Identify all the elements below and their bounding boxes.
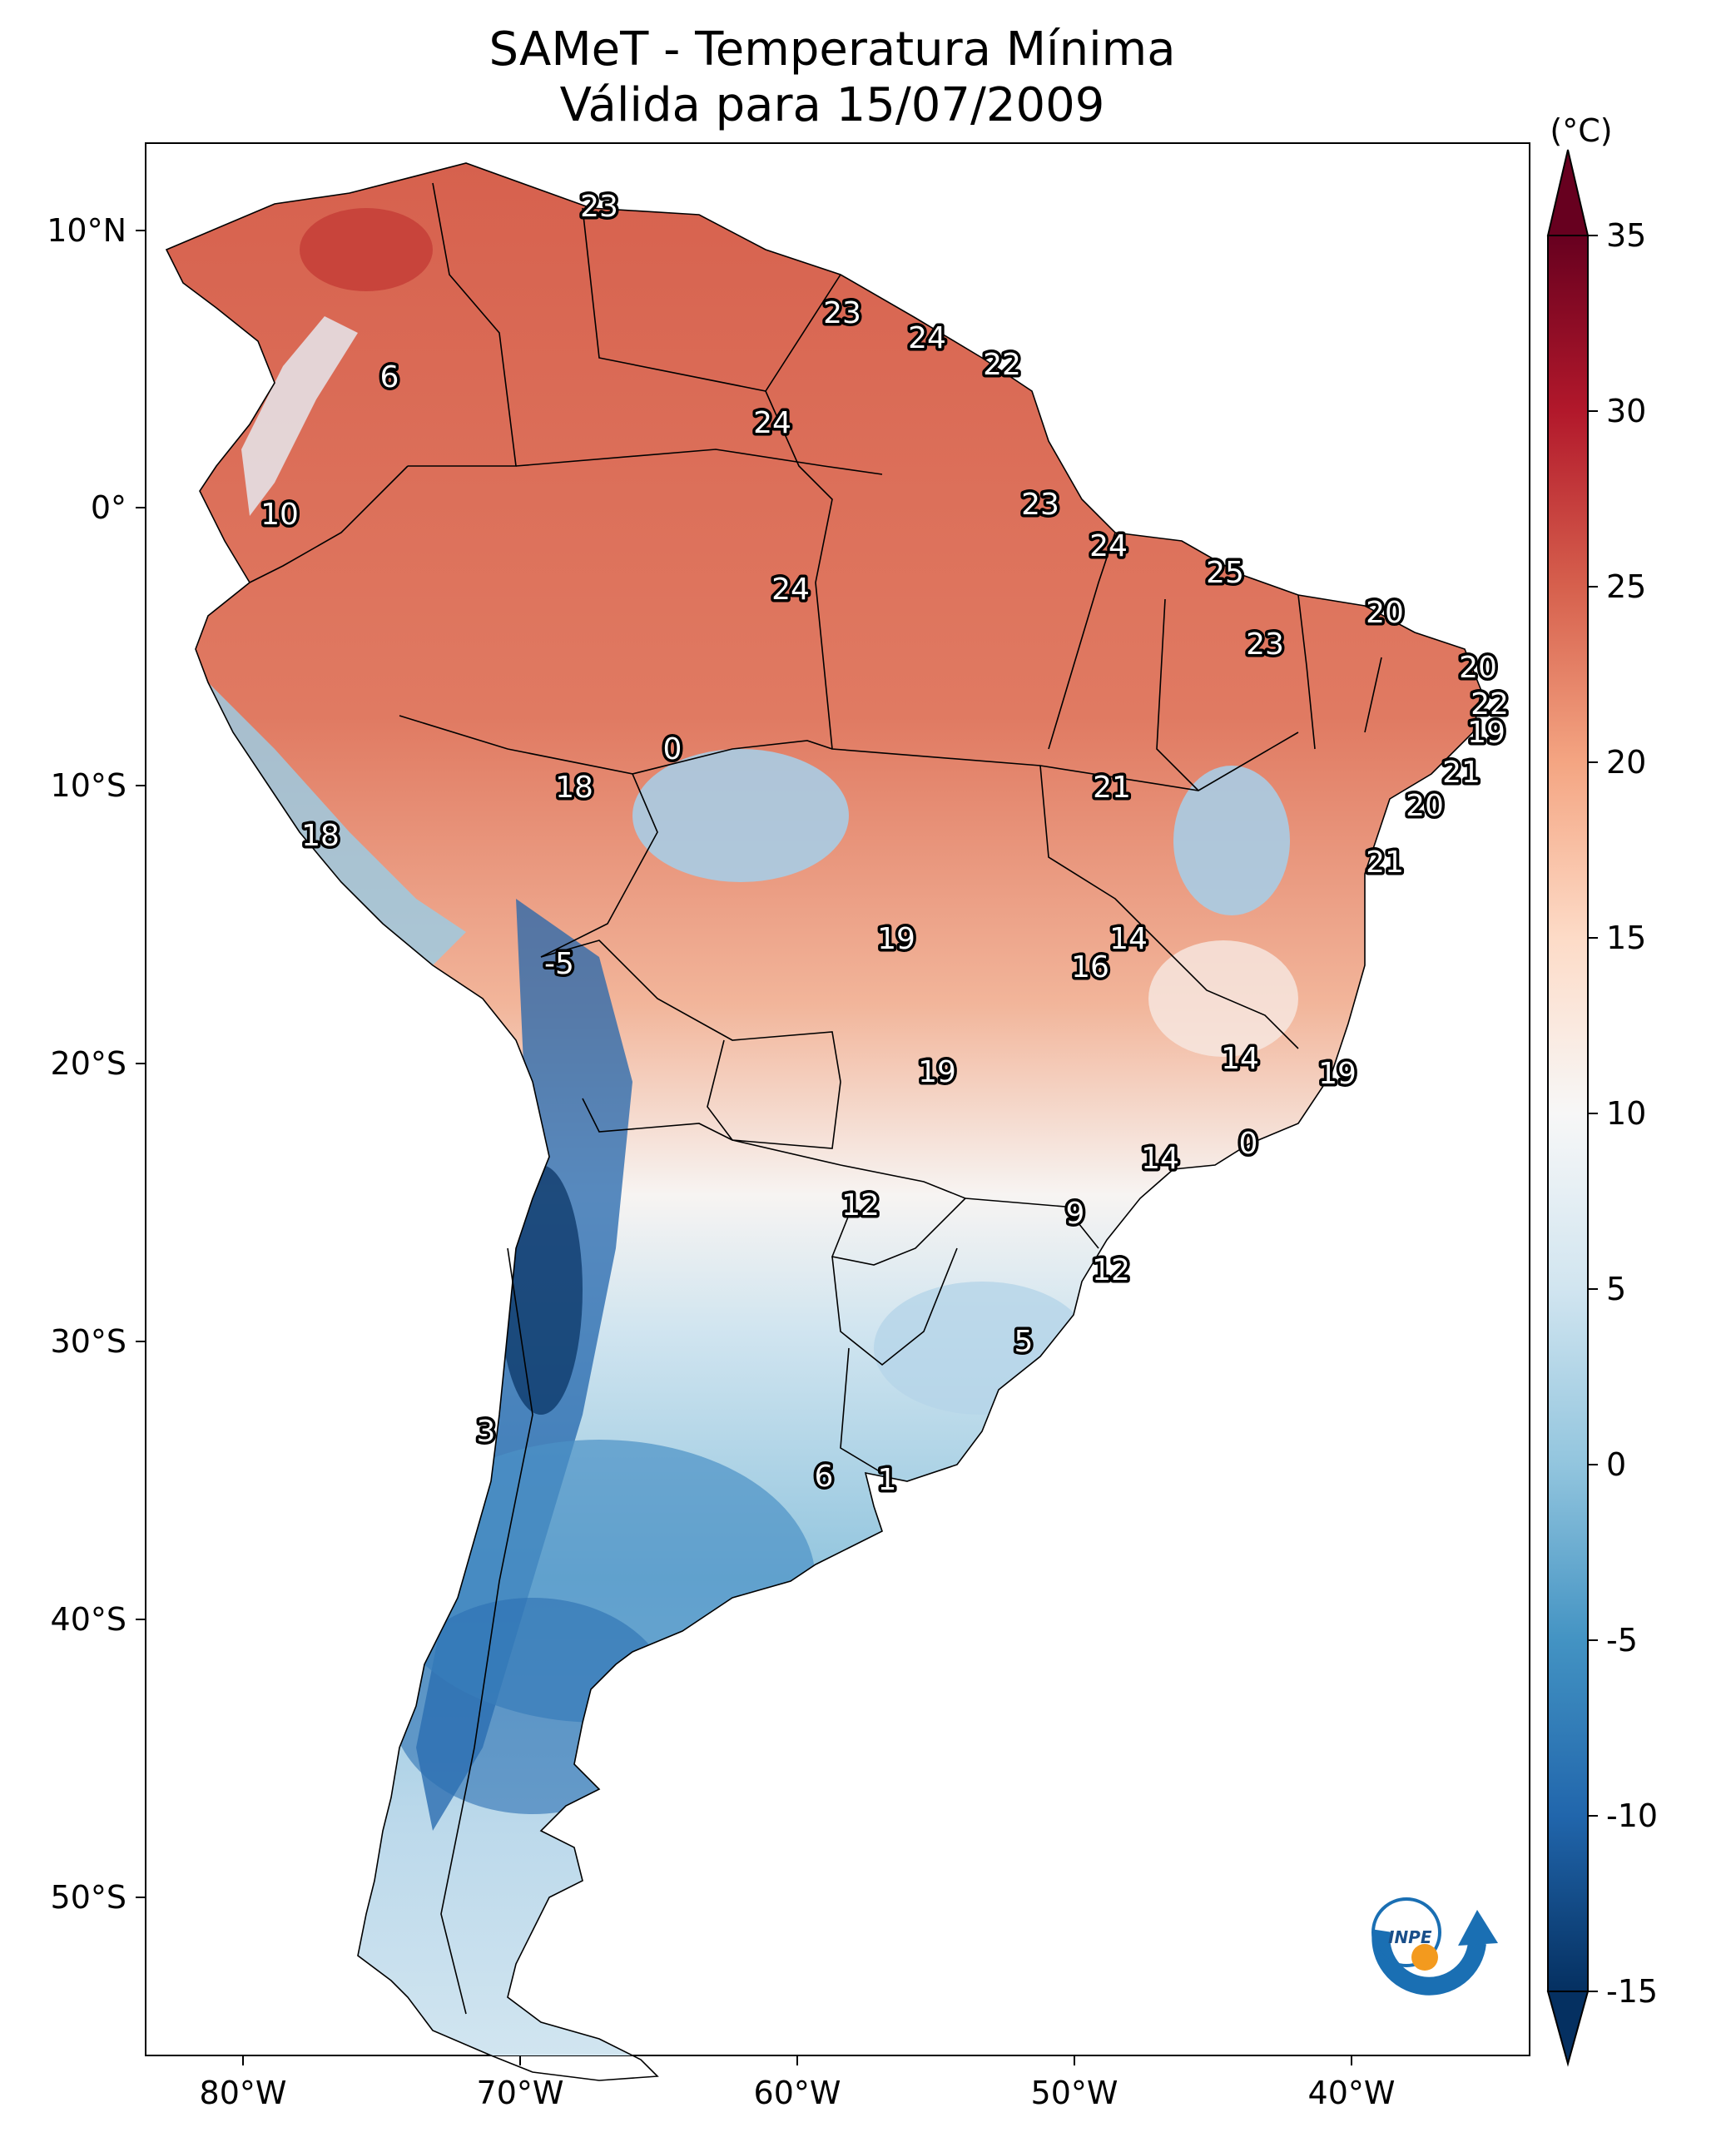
map-value-label: 19 [1467,716,1505,750]
colorbar-tick-label: 10 [1606,1095,1646,1132]
colorbar-tick-label: 35 [1606,217,1646,254]
map-value-label: 19 [877,922,915,956]
map-value-label: 1 [878,1463,897,1497]
map-value-label: -5 [544,947,574,981]
chart-title: SAMeT - Temperatura Mínima [489,22,1175,77]
colorbar-tick-label: 25 [1606,568,1646,605]
map-value-label: 20 [1459,651,1497,685]
map-value-label: 10 [260,498,299,532]
lon-label-50w: 50°W [1031,2075,1118,2111]
map-value-label: 20 [1406,789,1444,823]
lat-label-50s: 50°S [51,1879,126,1916]
map-value-label: 12 [1092,1253,1130,1287]
map-panel [145,142,1530,2081]
colorbar-tick-label: 30 [1606,393,1646,429]
lon-label-60w: 60°W [754,2075,841,2111]
colorbar-tick-label: -15 [1606,1973,1658,2010]
latitude-axis: 10°N 0° 10°S 20°S 30°S 40°S 50°S [47,212,146,1916]
lat-label-40s: 40°S [51,1601,126,1638]
colorbar-tick-label: -5 [1606,1622,1638,1659]
map-value-label: 24 [1089,529,1128,563]
lon-label-40w: 40°W [1308,2075,1396,2111]
map-value-label: 24 [753,406,791,440]
map-value-label: 21 [1093,771,1131,805]
lat-label-30s: 30°S [51,1323,126,1360]
colorbar-tick-label: -10 [1606,1797,1658,1834]
colorbar-tick-label: 5 [1606,1271,1626,1307]
map-value-label: 25 [1206,556,1244,590]
colorbar-tick-label: 20 [1606,744,1646,781]
map-value-label: 21 [1442,756,1481,790]
lon-label-70w: 70°W [477,2075,564,2111]
inpe-logo: INPE [1371,1897,1498,1996]
map-value-label: 23 [1246,627,1284,662]
map-value-label: 20 [1366,596,1404,630]
map-value-label: 5 [1014,1325,1034,1359]
map-value-label: 22 [983,348,1021,382]
logo-arrow-icon [1458,1910,1498,1946]
map-value-label: 23 [823,296,861,330]
chart-subtitle: Válida para 15/07/2009 [560,78,1105,132]
coastline [165,162,1482,2081]
map-value-label: 0 [663,732,682,766]
colorbar-tick-label: 0 [1606,1446,1626,1483]
map-value-label: 19 [918,1055,956,1089]
map-value-label: 18 [301,819,340,853]
colorbar-max-extend [1546,149,1590,236]
map-value-label: 3 [477,1415,496,1449]
colorbar-tick-label: 15 [1606,920,1646,956]
map-value-label: 0 [1239,1127,1258,1161]
map-value-label: 6 [380,360,399,394]
colorbar-gradient [1547,235,1589,1992]
map-value-label: 23 [580,190,618,224]
map-value-label: 16 [1071,950,1109,984]
map-value-label: 23 [1021,488,1059,522]
country-borders [249,182,1382,2015]
map-value-label: 24 [771,573,810,607]
colorbar: (°C) 35 30 25 20 15 10 5 0 -5 -10 -15 [1546,112,1658,2067]
map-value-label: 18 [555,771,593,805]
map-value-label: 6 [815,1460,834,1494]
map-value-label: 12 [841,1188,880,1222]
colorbar-ticks: 35 30 25 20 15 10 5 0 -5 -10 -15 [1588,217,1658,2010]
map-value-label: 14 [1221,1042,1259,1076]
lat-label-10n: 10°N [47,212,126,249]
lon-label-80w: 80°W [200,2075,287,2111]
map-value-label: 22 [1471,687,1509,721]
map-value-label: 19 [1318,1057,1357,1091]
logo-text: INPE [1388,1927,1432,1947]
map-value-label: 14 [1141,1142,1179,1176]
map-value-label: 14 [1109,922,1148,956]
map-value-label: 24 [908,321,946,355]
lat-label-10s: 10°S [51,767,126,804]
longitude-axis: 80°W 70°W 60°W 50°W 40°W [200,2055,1396,2111]
map-value-label: 9 [1066,1197,1085,1231]
lat-label-20s: 20°S [51,1045,126,1082]
colorbar-min-extend [1546,1991,1590,2067]
map-value-label: 21 [1366,845,1404,880]
lat-label-0: 0° [91,489,126,526]
colorbar-unit-label: (°C) [1550,112,1612,149]
